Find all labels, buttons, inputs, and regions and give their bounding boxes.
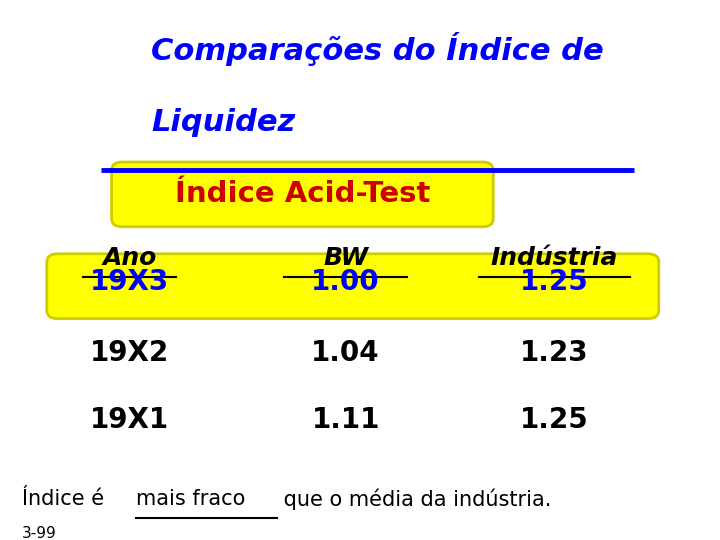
- Text: 19X3: 19X3: [90, 268, 169, 296]
- Text: que o média da indústria.: que o média da indústria.: [277, 489, 552, 510]
- Text: 1.23: 1.23: [520, 339, 589, 367]
- Text: Indústria: Indústria: [491, 246, 618, 269]
- FancyBboxPatch shape: [112, 162, 493, 227]
- Text: 1.00: 1.00: [311, 268, 380, 296]
- Text: 1.11: 1.11: [312, 406, 379, 434]
- Text: Índice Acid-Test: Índice Acid-Test: [175, 180, 430, 208]
- Text: 1.25: 1.25: [520, 268, 589, 296]
- Text: 1.04: 1.04: [311, 339, 380, 367]
- FancyBboxPatch shape: [47, 254, 659, 319]
- Text: Comparações do Índice de: Comparações do Índice de: [151, 32, 604, 66]
- Text: 1.25: 1.25: [520, 406, 589, 434]
- Text: 19X2: 19X2: [90, 339, 169, 367]
- Text: Liquidez: Liquidez: [151, 108, 295, 137]
- Text: mais fraco: mais fraco: [136, 489, 246, 509]
- Text: 19X1: 19X1: [90, 406, 169, 434]
- Text: BW: BW: [323, 246, 368, 269]
- Text: Índice é: Índice é: [22, 489, 110, 509]
- Text: Ano: Ano: [102, 246, 157, 269]
- Text: 3-99: 3-99: [22, 526, 56, 540]
